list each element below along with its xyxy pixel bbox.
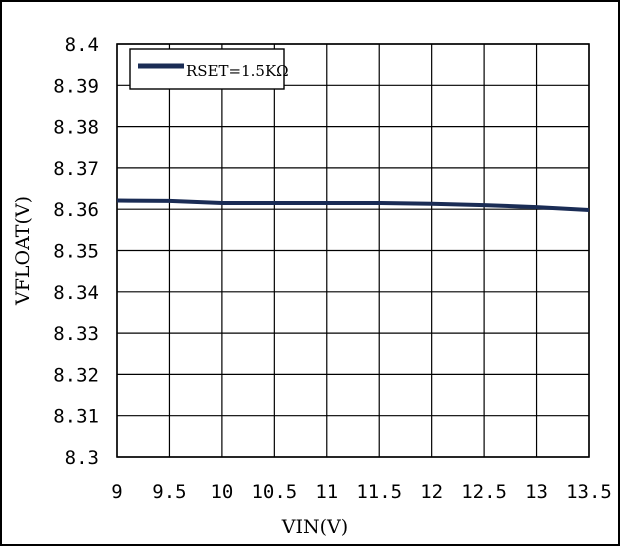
- chart-grid: [116, 43, 590, 458]
- x-tick-label: 13: [525, 481, 548, 503]
- series-layer: [116, 198, 590, 212]
- x-tick-label: 10: [210, 481, 233, 503]
- y-tick-label: 8.38: [53, 117, 99, 139]
- x-tick-labels: 9 9.5 10 10.5 11 11.5 12 12.5 13 13.5: [111, 481, 612, 503]
- x-tick-label: 9.5: [152, 481, 186, 503]
- plot-border: [116, 43, 590, 458]
- y-tick-label: 8.37: [53, 158, 99, 180]
- x-tick-label: 13.5: [566, 481, 612, 503]
- x-tick-label: 12: [420, 481, 443, 503]
- y-tick-label: 8.3: [65, 447, 99, 469]
- x-tick-label: 12.5: [461, 481, 507, 503]
- y-tick-label: 8.4: [65, 34, 99, 56]
- series-line: [116, 198, 590, 212]
- x-tick-label: 9: [111, 481, 122, 503]
- y-axis-title: VFLOAT(V): [12, 196, 34, 306]
- y-tick-label: 8.32: [53, 364, 99, 386]
- legend: RSET=1.5KΩ: [129, 48, 289, 90]
- x-tick-label: 11: [315, 481, 338, 503]
- legend-box: [129, 48, 285, 90]
- x-tick-label: 11.5: [356, 481, 402, 503]
- y-tick-label: 8.35: [53, 241, 99, 263]
- y-tick-labels: 8.4 8.39 8.38 8.37 8.36 8.35 8.34 8.33 8.32 8.31 8…: [53, 34, 99, 469]
- y-tick-label: 8.31: [53, 406, 99, 428]
- y-tick-label: 8.33: [53, 323, 99, 345]
- y-tick-label: 8.39: [53, 75, 99, 97]
- x-tick-label: 10.5: [251, 481, 297, 503]
- y-tick-label: 8.36: [53, 199, 99, 221]
- x-axis-title: VIN(V): [281, 516, 348, 538]
- legend-label: RSET=1.5KΩ: [186, 62, 289, 80]
- y-tick-label: 8.34: [53, 282, 99, 304]
